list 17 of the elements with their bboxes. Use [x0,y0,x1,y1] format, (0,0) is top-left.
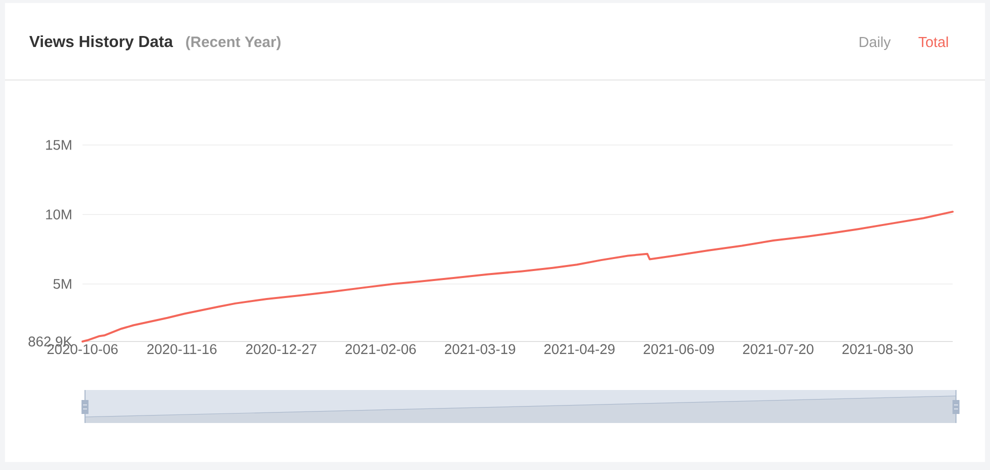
x-tick-label: 2021-03-19 [444,344,516,354]
y-tick-label: 5M [53,279,72,289]
y-tick-label: 15M [46,140,72,150]
x-tick-label: 2021-08-30 [842,344,913,354]
x-tick-label: 2020-10-06 [47,344,118,354]
chart-subtitle: (Recent Year) [186,36,280,50]
x-tick-label: 2020-12-27 [246,344,316,354]
text: Total [918,36,948,48]
x-tick-label: 2021-04-29 [544,344,615,354]
y-tick-label: 862.9K [28,336,72,346]
x-tick-label: 2020-11-16 [147,344,217,354]
y-tick-label: 10M [46,210,72,220]
chart-title: Views History Data [29,35,174,50]
text: Daily [860,36,891,50]
x-tick-label: 2021-07-20 [743,344,814,354]
x-tick-label: 2021-06-09 [644,344,714,354]
x-tick-label: 2021-02-06 [346,344,416,354]
